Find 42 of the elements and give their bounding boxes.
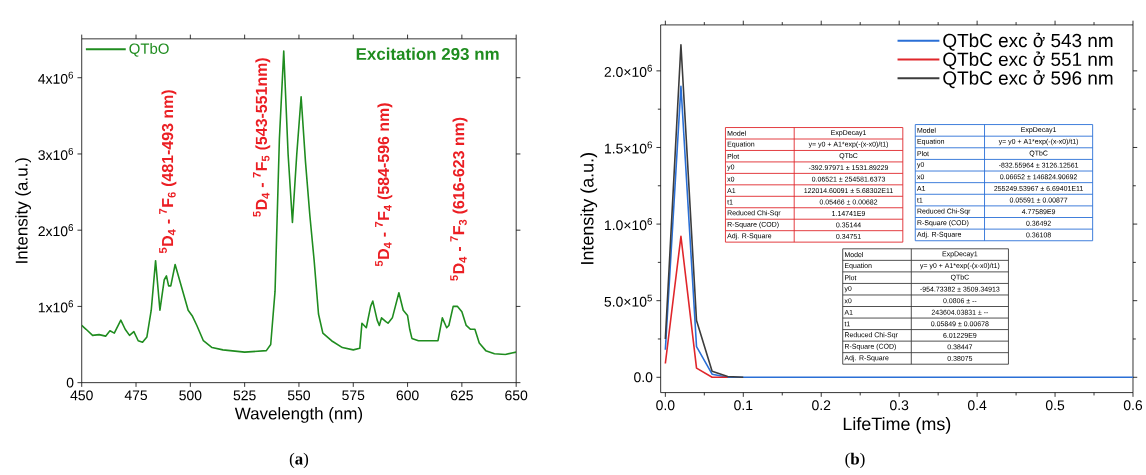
y-tick-label: 1x10$^{6}$: [38, 300, 74, 313]
legend-label: QTbO: [129, 42, 169, 57]
y-tick-label: 2x10$^{6}$: [38, 223, 74, 237]
y-tick-label: 0.0: [634, 372, 653, 383]
x-tick-label: 575: [342, 390, 365, 400]
annotation: $^{5}$D$_{4}$ - $^{7}$F$_{6}$ (481-493 nm): [159, 90, 177, 254]
x-tick-label: 0.0: [656, 400, 675, 411]
y-tick-label: 2.0×10$^{6}$: [604, 64, 652, 77]
x-axis-title: LifeTime (ms): [843, 416, 951, 434]
line-series: [664, 235, 729, 378]
x-tick-label: 650: [505, 390, 528, 401]
x-tick-label: 0.3: [890, 400, 909, 411]
text: (a): [289, 452, 309, 468]
legend-label: QTbC exc ở 551 nm: [943, 51, 1113, 70]
x-tick-label: 0.1: [734, 400, 753, 411]
annotation: $^{5}$D$_{4}$ - $^{7}$F$_{3}$ (616-623 nm): [450, 117, 468, 281]
y-tick-label: 1.0×10$^{6}$: [605, 217, 652, 230]
legend-label: QTbC exc ở 543 nm: [943, 32, 1113, 51]
x-tick-label: 500: [179, 390, 202, 401]
annotation: $^{5}$D$_{4}$ - $^{7}$F$_{5}$ (543-551nm): [252, 58, 271, 217]
x-tick-label: 0.5: [1045, 400, 1065, 411]
y-tick-label: 0: [66, 377, 74, 388]
y-tick-label: 3x10$^{6}$: [38, 147, 74, 160]
y-tick-label: 1.5×10$^{6}$: [605, 141, 652, 154]
x-axis-title: Wavelength (nm): [234, 406, 363, 423]
x-tick-label: 550: [287, 390, 311, 401]
legend-label: QTbC exc ở 596 nm: [943, 70, 1113, 89]
annotation: $^{5}$D$_{4}$ - $^{7}$F$_{4}$ (584-596 nm): [375, 103, 393, 267]
x-tick-label: 475: [124, 390, 148, 400]
x-tick-label: 450: [70, 390, 93, 401]
x-tick-label: 0.4: [967, 400, 987, 411]
annotation: Excitation 293 nm: [356, 47, 499, 60]
x-tick-label: 0.2: [812, 400, 831, 411]
x-tick-label: 625: [450, 390, 473, 401]
x-tick-label: 600: [396, 390, 419, 401]
y-tick-label: 5.0×10$^{5}$: [604, 294, 653, 307]
y-tick-label: 4x10$^{6}$: [38, 71, 74, 84]
text: (b): [845, 452, 865, 468]
y-axis-title: Intensity (a.u.): [15, 157, 31, 263]
x-tick-label: 0.6: [1123, 400, 1143, 411]
x-tick-label: 525: [233, 390, 256, 401]
y-axis-title: Intensity (a.u.): [580, 152, 598, 264]
